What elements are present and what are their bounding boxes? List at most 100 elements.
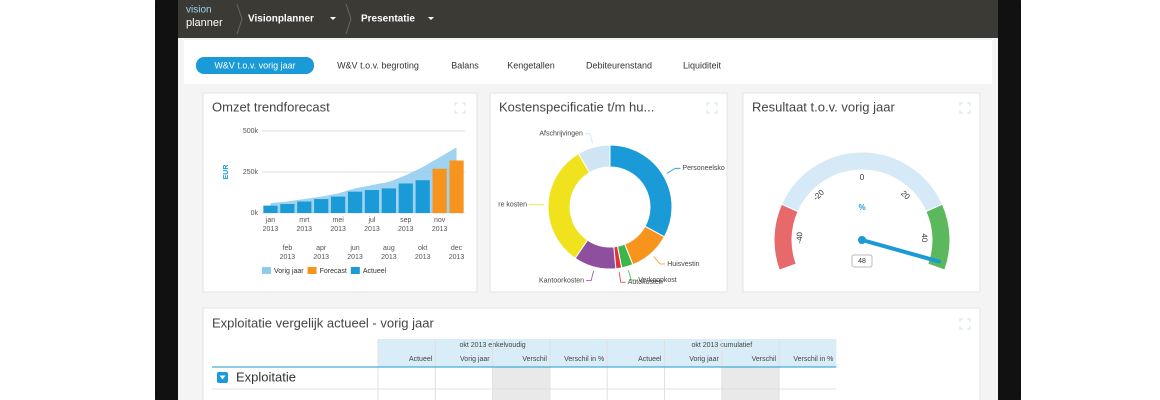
gauge-band bbox=[925, 203, 951, 271]
x-tick-year: 2013 bbox=[263, 226, 279, 233]
top-bar bbox=[178, 0, 998, 38]
tab[interactable]: Kengetallen bbox=[507, 60, 555, 70]
x-tick-year: 2013 bbox=[398, 226, 414, 233]
legend-swatch bbox=[307, 267, 317, 274]
gauge-value: 48 bbox=[858, 258, 866, 265]
slice-label: Huisvestin bbox=[667, 261, 699, 268]
x-tick-year: 2013 bbox=[330, 226, 346, 233]
separator bbox=[345, 3, 352, 35]
x-tick-year: 2013 bbox=[347, 254, 363, 261]
x-tick-year: 2013 bbox=[449, 254, 465, 261]
column-header: Verschil bbox=[752, 356, 777, 363]
x-tick-label: okt bbox=[418, 245, 427, 252]
expand-icon bbox=[959, 102, 971, 114]
legend-swatch bbox=[262, 267, 271, 274]
x-tick-label: jun bbox=[349, 245, 359, 252]
bar bbox=[432, 168, 447, 213]
bar bbox=[347, 191, 363, 213]
expand-icon bbox=[706, 102, 718, 114]
bar bbox=[314, 199, 329, 213]
column-header: Verschil in % bbox=[564, 356, 604, 363]
donut-slice bbox=[577, 144, 611, 174]
tab[interactable]: W&V t.o.v. vorig jaar bbox=[214, 60, 295, 70]
row-label: Exploitatie bbox=[236, 369, 296, 384]
toggle-arrow bbox=[219, 375, 226, 380]
leader-line bbox=[584, 133, 593, 144]
legend-label: Vorig jaar bbox=[274, 268, 304, 275]
x-tick-year: 2013 bbox=[432, 226, 448, 233]
x-tick-year: 2013 bbox=[381, 254, 397, 261]
x-tick-year: 2013 bbox=[415, 254, 431, 261]
shaded-col bbox=[492, 367, 550, 400]
tab[interactable]: Liquiditeit bbox=[683, 60, 722, 70]
tab-strip bbox=[184, 40, 992, 84]
expand-icon bbox=[454, 102, 466, 114]
y-tick-label: 250k bbox=[243, 169, 259, 176]
column-header: Actueel bbox=[638, 356, 662, 363]
gauge-tick-label: -40 bbox=[795, 231, 804, 243]
x-tick-label: jul bbox=[367, 217, 375, 224]
slice-label: Personeelsko bbox=[682, 165, 725, 172]
column-header: Verschil bbox=[522, 356, 547, 363]
bar bbox=[415, 180, 430, 213]
tab-active bbox=[196, 57, 314, 74]
leader-line bbox=[653, 256, 666, 265]
menu[interactable]: Presentatie bbox=[361, 14, 415, 25]
bar bbox=[398, 183, 413, 213]
y-tick-label: 0k bbox=[251, 210, 259, 217]
slice-label: re kosten bbox=[498, 201, 527, 208]
legend-label: Actueel bbox=[363, 268, 387, 275]
gauge-needle bbox=[860, 238, 942, 264]
leader-line bbox=[618, 272, 626, 283]
caret bbox=[428, 17, 434, 20]
widget-title: Resultaat t.o.v. vorig jaar bbox=[752, 99, 895, 114]
widget-title: Omzet trendforecast bbox=[212, 99, 330, 114]
bar bbox=[280, 203, 295, 213]
bar bbox=[297, 201, 312, 213]
tab[interactable]: Debiteurenstand bbox=[586, 60, 652, 70]
leader-line bbox=[666, 167, 681, 174]
x-tick-label: aug bbox=[383, 245, 395, 252]
x-tick-label: feb bbox=[283, 245, 293, 252]
leader-line bbox=[628, 270, 637, 281]
column-header: Verschil in % bbox=[793, 356, 833, 363]
x-tick-label: dec bbox=[451, 245, 463, 252]
bar bbox=[364, 190, 380, 213]
shaded-col bbox=[721, 367, 780, 400]
x-tick-label: sep bbox=[400, 217, 411, 224]
value-box bbox=[851, 254, 873, 268]
y-tick-label: 500k bbox=[243, 128, 259, 135]
x-tick-label: nov bbox=[434, 217, 446, 224]
menu[interactable]: Visionplanner bbox=[248, 14, 314, 25]
bar bbox=[449, 160, 464, 213]
gauge-tick-label: 0 bbox=[860, 173, 865, 182]
widget-title: Kostenspecificatie t/m hu... bbox=[499, 99, 654, 114]
expand-icon bbox=[959, 318, 971, 330]
column-header: Vorig jaar bbox=[460, 356, 490, 363]
bar bbox=[331, 196, 346, 213]
logo: planner bbox=[186, 17, 223, 29]
gauge-tick-label: 40 bbox=[920, 233, 929, 243]
x-tick-label: mei bbox=[332, 217, 344, 224]
slice-label: Autokosten bbox=[628, 279, 663, 286]
x-tick-year: 2013 bbox=[280, 254, 296, 261]
leader-line bbox=[586, 270, 594, 282]
x-tick-year: 2013 bbox=[313, 254, 329, 261]
gauge-unit: % bbox=[858, 203, 865, 212]
x-tick-label: apr bbox=[316, 245, 327, 252]
legend-swatch bbox=[350, 267, 360, 274]
slice-label: Afschrijvingen bbox=[539, 131, 583, 138]
slice-label: Kantoorkosten bbox=[539, 277, 584, 284]
column-header: Vorig jaar bbox=[689, 356, 719, 363]
separator bbox=[236, 3, 243, 35]
bar bbox=[381, 188, 396, 213]
tab[interactable]: W&V t.o.v. begroting bbox=[337, 60, 419, 70]
logo: vision bbox=[186, 5, 212, 16]
x-tick-label: mrt bbox=[299, 217, 309, 224]
x-tick-label: jan bbox=[265, 217, 275, 224]
x-tick-year: 2013 bbox=[297, 226, 313, 233]
tab[interactable]: Balans bbox=[451, 60, 479, 70]
widget-title: Exploitatie vergelijk actueel - vorig ja… bbox=[212, 315, 434, 330]
y-axis-label: EUR bbox=[223, 165, 230, 180]
